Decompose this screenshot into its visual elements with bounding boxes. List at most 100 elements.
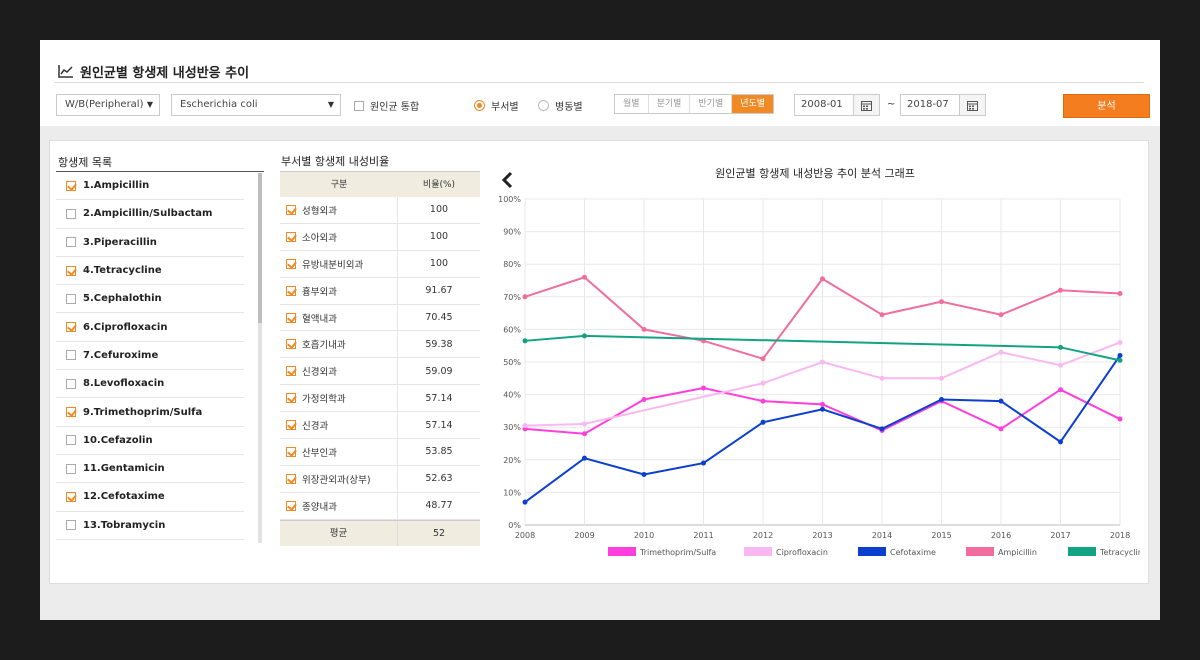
radio-dept-group[interactable]: 부서별 (474, 98, 519, 113)
y-tick-label: 0% (508, 521, 521, 530)
dept-checkbox[interactable] (286, 500, 296, 511)
x-tick-label: 2017 (1050, 531, 1070, 540)
antibiotic-item[interactable]: 10.Cefazolin (56, 427, 244, 455)
rate-cell: 52.63 (425, 473, 453, 485)
antibiotic-checkbox[interactable] (66, 407, 76, 418)
antibiotic-label: 10.Cefazolin (83, 434, 153, 446)
data-point (1058, 287, 1063, 293)
antibiotic-checkbox[interactable] (66, 180, 76, 191)
period-halfyear[interactable]: 반기별 (690, 95, 733, 113)
period-monthly[interactable]: 월별 (615, 95, 649, 113)
rate-cell: 48.77 (425, 500, 453, 512)
rate-cell: 70.45 (425, 312, 453, 323)
line-chart-icon (58, 65, 73, 78)
legend-swatch (744, 547, 772, 556)
dept-name: 소아외과 (302, 232, 337, 244)
antibiotic-checkbox[interactable] (66, 520, 76, 531)
antibiotic-item[interactable]: 4.Tetracycline (56, 257, 244, 286)
data-point (1117, 352, 1123, 358)
radio-ward-group[interactable]: 병동별 (538, 98, 583, 113)
scrollbar-thumb[interactable] (258, 173, 262, 323)
data-point (879, 375, 885, 381)
data-point (1058, 344, 1063, 350)
y-tick-label: 70% (503, 293, 521, 302)
antibiotic-item[interactable]: 12.Cefotaxime (56, 483, 244, 512)
dept-checkbox[interactable] (286, 285, 296, 296)
organism-value: Escherichia coli (180, 99, 258, 110)
antibiotic-checkbox[interactable] (66, 237, 76, 248)
dept-checkbox[interactable] (286, 258, 296, 269)
antibiotic-item[interactable]: 9.Trimethoprim/Sulfa (56, 398, 244, 427)
y-tick-label: 20% (503, 456, 521, 465)
table-row: 성형외과 100 (280, 197, 480, 224)
antibiotic-item[interactable]: 1.Ampicillin (56, 172, 244, 201)
organism-select[interactable]: Escherichia coli ▼ (171, 94, 341, 116)
dept-name: 신경외과 (302, 367, 337, 379)
data-point (998, 349, 1004, 355)
dept-name: 성형외과 (302, 205, 337, 217)
dept-checkbox[interactable] (286, 393, 296, 404)
antibiotic-item[interactable]: 6.Ciprofloxacin (56, 313, 244, 342)
dept-checkbox[interactable] (286, 231, 296, 242)
table-row: 혈액내과 70.45 (280, 304, 480, 332)
antibiotic-checkbox[interactable] (66, 435, 76, 446)
dept-checkbox[interactable] (286, 473, 296, 484)
dept-checkbox[interactable] (286, 446, 296, 457)
chevron-left-icon[interactable] (500, 171, 514, 189)
date-from-field[interactable]: 2008-01 (794, 94, 880, 116)
data-point (939, 299, 944, 305)
data-point (522, 499, 528, 505)
dept-checkbox[interactable] (286, 420, 296, 431)
date-to-field[interactable]: 2018-07 (900, 94, 986, 116)
radio-ward[interactable] (538, 100, 549, 111)
antibiotic-item[interactable]: 3.Piperacillin (56, 229, 244, 257)
antibiotic-checkbox[interactable] (66, 378, 76, 389)
antibiotic-checkbox[interactable] (66, 491, 76, 502)
table-row: 호흡기내과 59.38 (280, 331, 480, 359)
antibiotic-checkbox[interactable] (66, 350, 76, 361)
antibiotic-checkbox[interactable] (66, 265, 76, 276)
data-point (701, 460, 706, 466)
data-point (582, 333, 587, 339)
dept-name: 산부인과 (302, 447, 337, 459)
antibiotic-item[interactable]: 2.Ampicillin/Sulbactam (56, 200, 244, 229)
antibiotic-item[interactable]: 5.Cephalothin (56, 285, 244, 314)
antibiotic-label: 2.Ampicillin/Sulbactam (83, 208, 213, 220)
antibiotic-list-scrollbar[interactable] (258, 173, 262, 543)
x-tick-label: 2009 (574, 531, 594, 540)
period-yearly[interactable]: 년도별 (732, 95, 774, 113)
merge-checkbox[interactable] (354, 100, 364, 111)
antibiotic-checkbox[interactable] (66, 293, 76, 304)
dept-checkbox[interactable] (286, 312, 296, 323)
antibiotic-item[interactable]: 7.Cefuroxime (56, 342, 244, 371)
x-tick-label: 2014 (872, 531, 892, 540)
radio-dept[interactable] (474, 100, 485, 111)
dept-checkbox[interactable] (286, 366, 296, 377)
title-divider (54, 82, 1144, 83)
antibiotic-item[interactable]: 11.Gentamicin (56, 455, 244, 484)
x-tick-label: 2016 (991, 531, 1011, 540)
dept-cell: 신경외과 (280, 358, 398, 385)
antibiotic-item[interactable]: 8.Levofloxacin (56, 370, 244, 399)
period-quarterly[interactable]: 분기별 (648, 95, 691, 113)
antibiotic-checkbox[interactable] (66, 322, 76, 333)
antibiotic-checkbox[interactable] (66, 463, 76, 474)
data-point (820, 359, 825, 365)
merge-checkbox-group[interactable]: 원인균 통합 (354, 98, 419, 113)
data-point (879, 426, 885, 432)
x-tick-label: 2018 (1110, 531, 1130, 540)
calendar-icon[interactable] (853, 95, 879, 115)
dept-cell: 혈액내과 (280, 304, 398, 331)
dept-checkbox[interactable] (286, 339, 296, 350)
antibiotic-item[interactable]: 13.Tobramycin (56, 512, 244, 540)
specimen-select[interactable]: W/B(Peripheral) ▼ (56, 94, 160, 116)
data-point (998, 398, 1004, 404)
data-point (1117, 357, 1123, 363)
col-dept-header: 구분 (330, 180, 348, 190)
dept-checkbox[interactable] (286, 204, 296, 215)
analyze-button[interactable]: 분석 (1063, 94, 1150, 118)
dept-cell: 흉부외과 (280, 277, 398, 304)
calendar-icon[interactable] (959, 95, 985, 115)
antibiotic-checkbox[interactable] (66, 208, 76, 219)
antibiotic-list: 1.Ampicillin 2.Ampicillin/Sulbactam 3.Pipe… (56, 171, 264, 543)
